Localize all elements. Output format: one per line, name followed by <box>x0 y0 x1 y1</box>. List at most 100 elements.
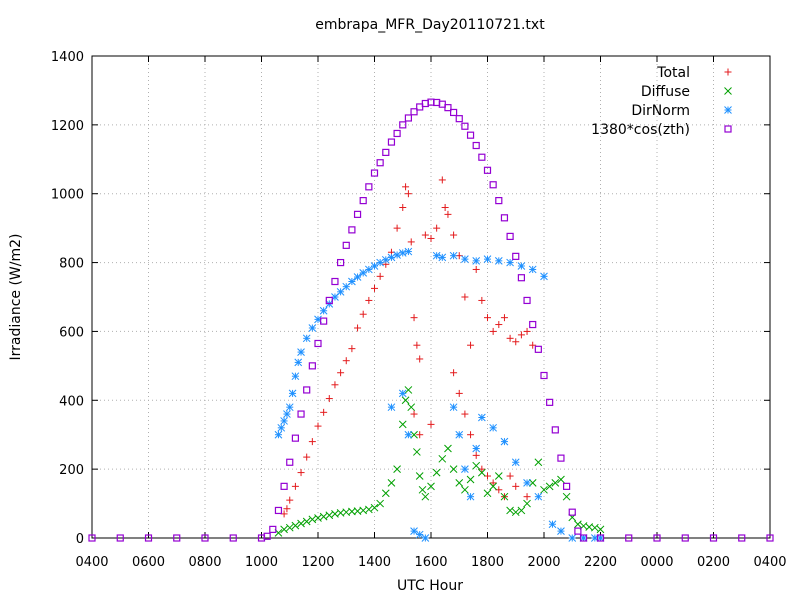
data-point <box>342 241 350 249</box>
data-point <box>342 357 350 365</box>
data-point <box>365 183 373 191</box>
data-point <box>291 434 299 442</box>
data-point <box>387 479 396 487</box>
data-point <box>596 534 605 542</box>
legend: Total Diffuse DirNorm 1380*cos(zth) <box>591 65 732 138</box>
data-point <box>461 465 469 473</box>
data-point <box>484 314 491 322</box>
data-point <box>523 499 531 508</box>
data-point <box>364 505 373 514</box>
y-axis-ticks: 0 200 400 600 800 1000 1200 1400 <box>51 50 770 547</box>
data-point <box>331 277 339 286</box>
data-point <box>416 431 424 439</box>
data-point <box>534 345 542 353</box>
data-point <box>579 534 588 542</box>
data-point <box>625 534 633 542</box>
data-point <box>288 389 297 398</box>
data-point <box>472 265 480 273</box>
legend-label: Total <box>656 65 690 81</box>
data-point <box>416 355 424 363</box>
data-point <box>523 493 531 501</box>
x-tick-label: 1400 <box>358 555 391 570</box>
data-point <box>325 296 333 305</box>
data-point <box>274 430 283 439</box>
data-point <box>489 181 497 189</box>
data-point <box>562 492 571 501</box>
data-point <box>534 492 543 501</box>
data-point <box>297 469 305 477</box>
data-point <box>523 296 531 305</box>
series-1 <box>274 386 605 537</box>
data-point <box>229 534 237 542</box>
data-point <box>562 482 571 490</box>
data-point <box>291 482 299 490</box>
data-point <box>325 511 334 520</box>
data-point <box>477 468 486 477</box>
y-tick-label: 400 <box>59 394 84 409</box>
x-tick-label: 0000 <box>640 555 673 570</box>
y-tick-label: 1000 <box>51 188 84 203</box>
data-point <box>393 224 401 232</box>
series-layer <box>88 98 774 542</box>
data-point <box>450 231 458 239</box>
data-point <box>483 255 492 263</box>
data-point <box>387 138 396 146</box>
data-point <box>512 482 520 490</box>
data-point <box>483 489 492 498</box>
legend-marker <box>724 68 732 76</box>
data-point <box>404 386 413 394</box>
data-point <box>297 410 305 418</box>
data-point <box>450 369 458 377</box>
y-tick-label: 800 <box>59 257 84 272</box>
data-point <box>557 475 565 484</box>
data-point <box>348 226 356 234</box>
data-point <box>467 341 475 349</box>
data-point <box>410 430 418 439</box>
data-point <box>382 148 390 156</box>
x-tick-label: 1600 <box>414 555 447 570</box>
data-point <box>590 523 599 532</box>
data-point <box>359 269 368 277</box>
data-point <box>407 238 415 246</box>
data-point <box>455 115 463 123</box>
data-point <box>574 520 582 529</box>
data-point <box>529 320 537 329</box>
data-point <box>297 348 305 356</box>
data-point <box>325 395 333 403</box>
data-point <box>449 403 458 412</box>
data-point <box>364 265 373 274</box>
data-point <box>407 403 416 412</box>
data-point <box>285 403 294 412</box>
data-point <box>438 253 447 262</box>
data-point <box>523 327 531 335</box>
data-point <box>283 505 291 513</box>
data-point <box>512 338 520 346</box>
data-point <box>359 197 367 205</box>
data-point <box>568 534 577 542</box>
y-tick-label: 1400 <box>51 50 84 65</box>
data-point <box>546 398 554 406</box>
data-point <box>398 420 407 429</box>
data-point <box>331 381 339 389</box>
data-point <box>337 369 345 377</box>
x-tick-label: 2200 <box>584 555 617 570</box>
series-2 <box>274 247 605 542</box>
data-point <box>432 251 441 260</box>
data-point <box>376 272 384 280</box>
data-point <box>681 534 689 542</box>
data-point <box>483 166 492 174</box>
data-point <box>472 451 480 459</box>
data-point <box>511 508 520 517</box>
data-point <box>415 472 424 480</box>
data-point <box>294 358 303 367</box>
data-point <box>574 527 582 535</box>
data-point <box>427 234 435 242</box>
data-point <box>494 256 503 265</box>
data-point <box>506 506 514 515</box>
data-point <box>365 296 373 304</box>
data-point <box>303 386 311 394</box>
data-point <box>421 492 430 501</box>
y-axis-label: Irradiance (W/m2) <box>8 234 24 361</box>
data-point <box>500 314 508 322</box>
data-point <box>557 527 565 535</box>
